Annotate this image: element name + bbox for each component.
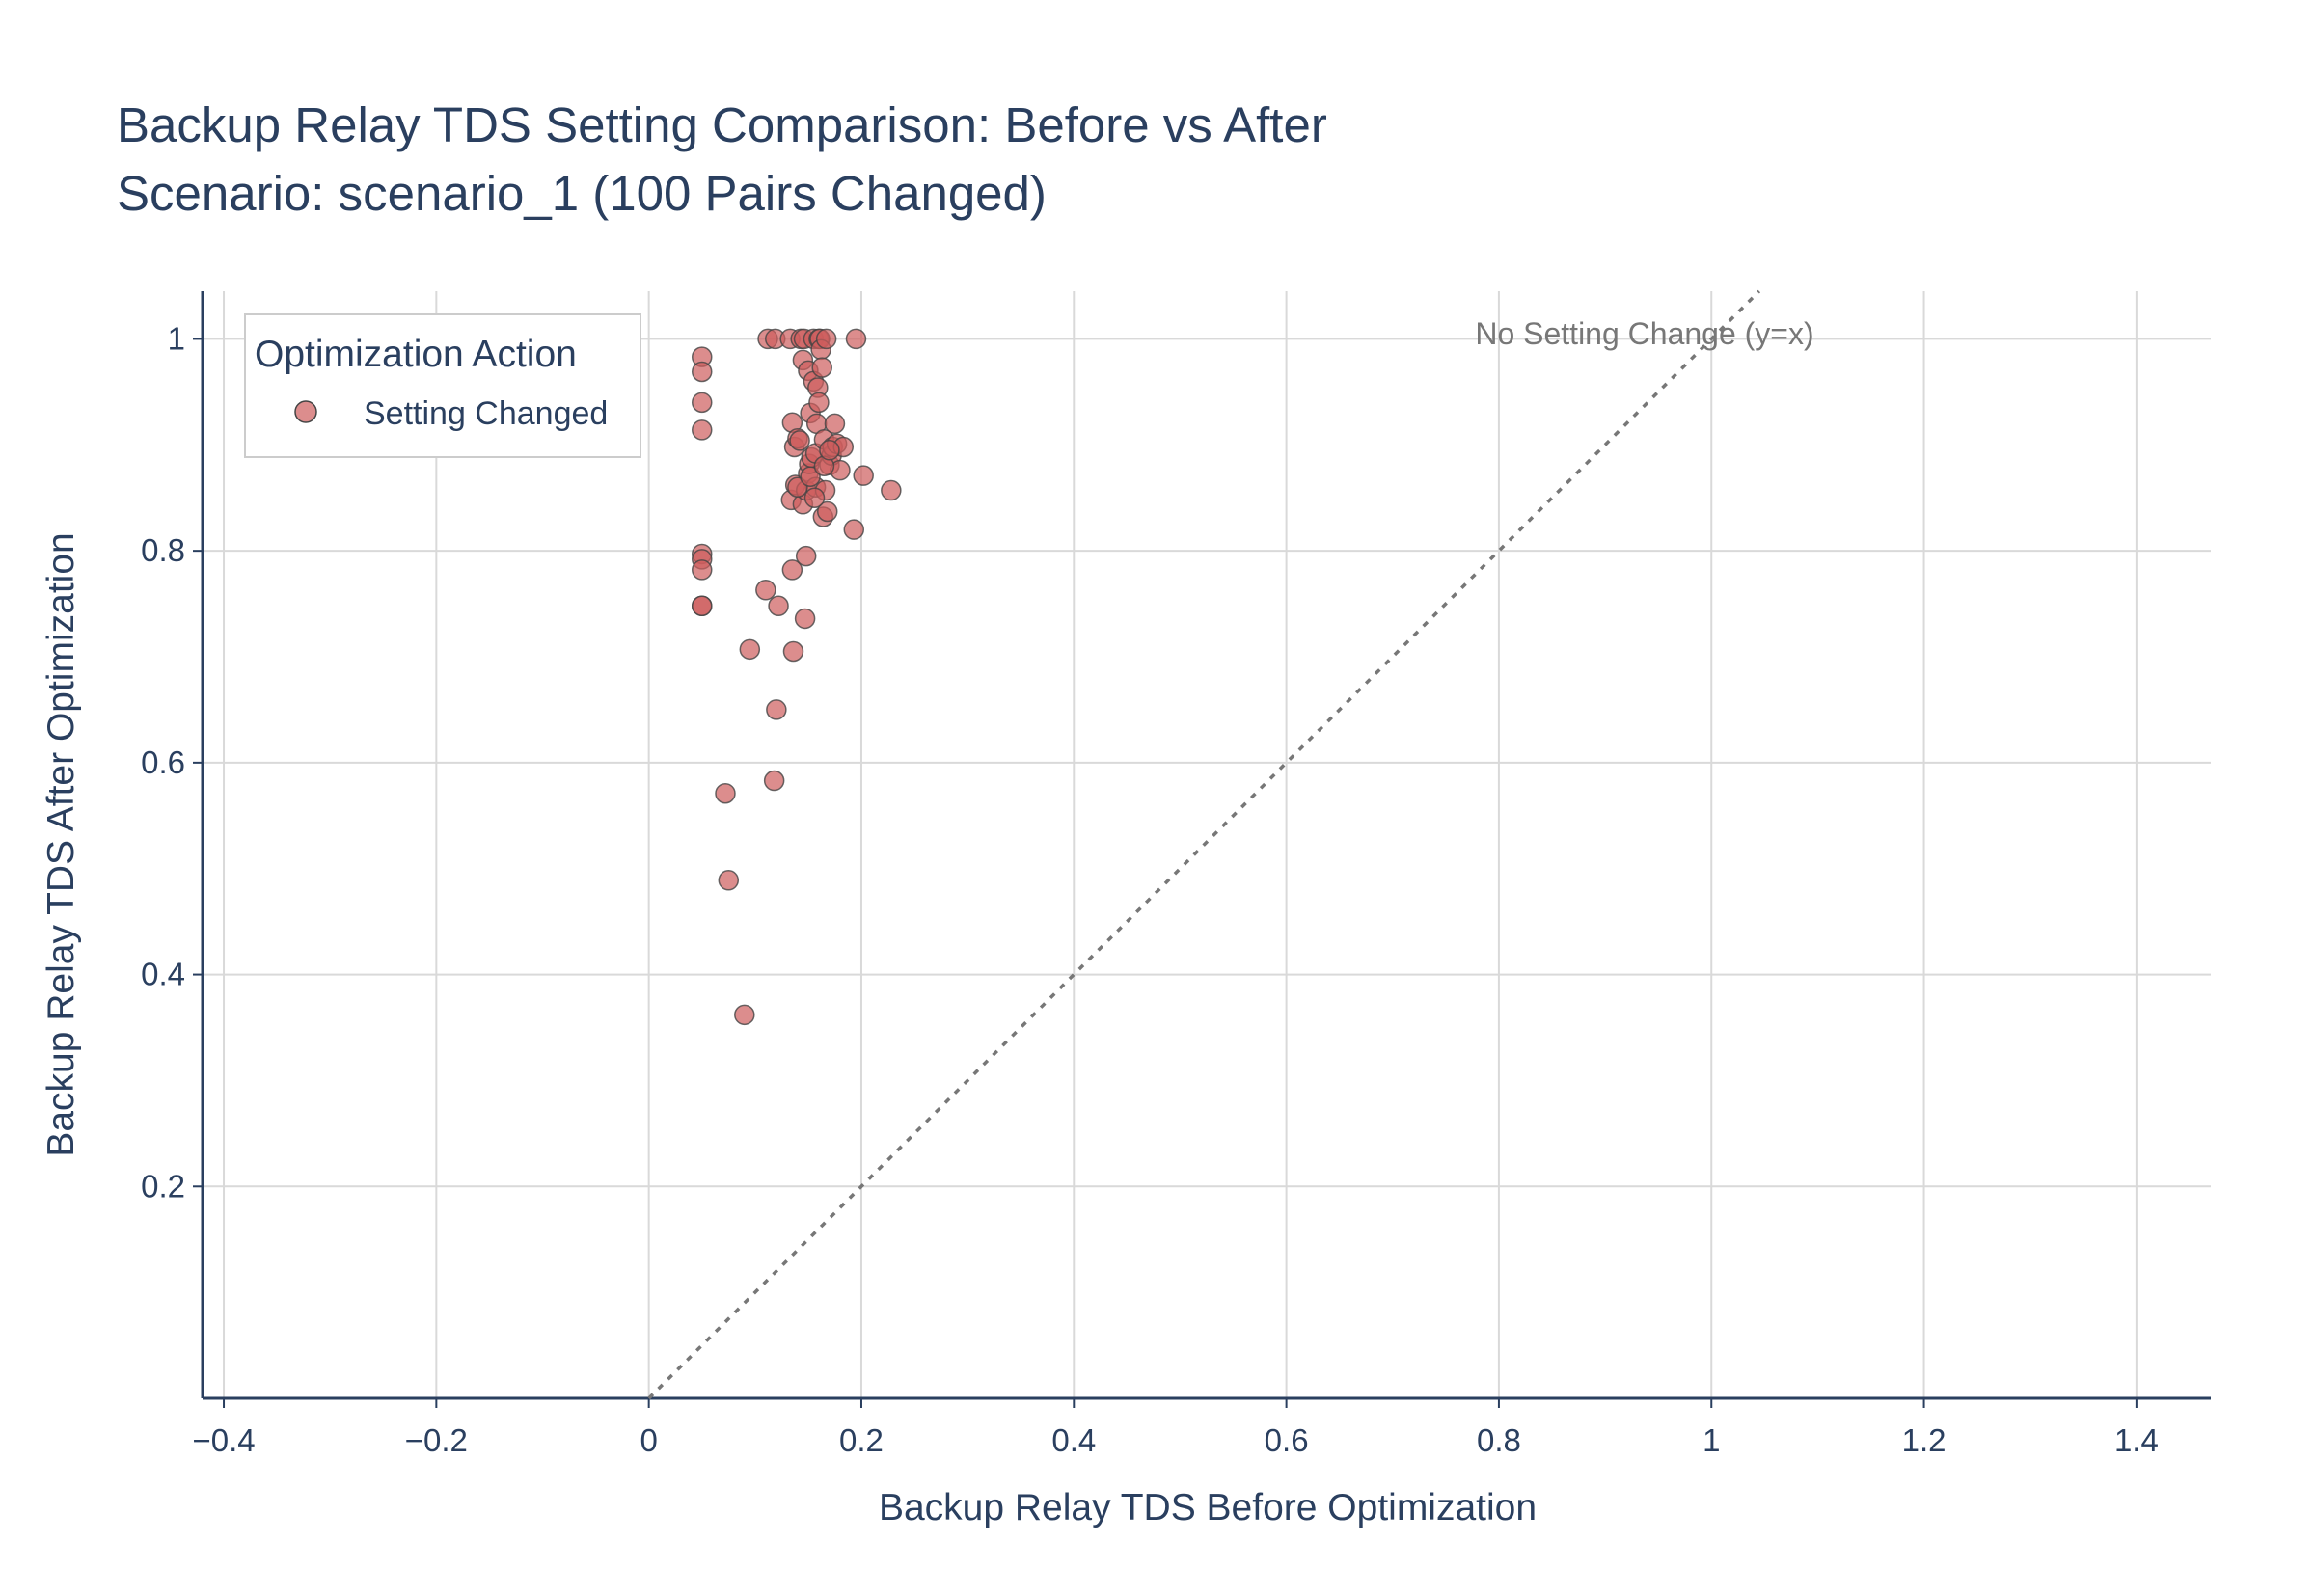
- data-point: [718, 870, 740, 891]
- data-point: [691, 559, 713, 581]
- data-point: [819, 440, 840, 461]
- data-point: [768, 595, 789, 617]
- reference-line-label: No Setting Change (y=x): [1475, 316, 1813, 351]
- data-point: [843, 519, 865, 540]
- x-tick-label: 0.4: [1051, 1422, 1096, 1458]
- legend: Optimization Action Setting Changed: [244, 313, 641, 458]
- x-tick-label: 1.4: [2114, 1422, 2159, 1458]
- reference-line: [647, 289, 1761, 1400]
- x-tick-label: 0.8: [1477, 1422, 1521, 1458]
- legend-marker-setting-changed: [294, 400, 317, 423]
- data-point: [811, 357, 832, 378]
- y-tick-label: 1: [168, 320, 185, 356]
- y-axis-label: Backup Relay TDS After Optimization: [41, 532, 82, 1156]
- grid-lines: [203, 291, 2211, 1398]
- data-point: [816, 500, 838, 523]
- x-tick-label: 0.2: [839, 1422, 884, 1458]
- data-points: [691, 328, 902, 1026]
- data-point: [789, 430, 810, 451]
- data-point: [691, 361, 713, 383]
- x-axis-label: Backup Relay TDS Before Optimization: [879, 1487, 1537, 1528]
- data-point: [763, 770, 785, 792]
- data-point: [853, 465, 874, 486]
- legend-item-setting-changed: Setting Changed: [364, 395, 608, 432]
- x-tick-label: 0: [640, 1422, 657, 1458]
- data-point: [734, 1004, 755, 1026]
- data-point: [824, 413, 846, 435]
- chart-title-line2: Scenario: scenario_1 (100 Pairs Changed): [117, 166, 1047, 221]
- data-point: [803, 487, 826, 508]
- data-point: [794, 608, 816, 630]
- data-point: [845, 328, 867, 350]
- data-point: [800, 466, 821, 487]
- data-point: [739, 638, 761, 661]
- data-point: [808, 392, 830, 414]
- data-point: [691, 419, 713, 441]
- x-tick-label: 1: [1702, 1422, 1720, 1458]
- chart-title-line1: Backup Relay TDS Setting Comparison: Bef…: [117, 97, 1327, 152]
- data-point: [815, 328, 837, 350]
- y-tick-label: 0.8: [141, 532, 185, 568]
- reference-line-group: [647, 289, 1761, 1400]
- data-point: [795, 545, 817, 567]
- data-point: [881, 479, 902, 501]
- x-tick-label: −0.4: [192, 1422, 255, 1458]
- legend-box: [244, 313, 641, 458]
- data-point: [715, 782, 736, 804]
- x-tick-label: −0.2: [405, 1422, 468, 1458]
- data-point: [781, 559, 803, 581]
- data-point: [782, 640, 804, 663]
- data-point: [691, 392, 713, 414]
- x-tick-label: 0.6: [1265, 1422, 1309, 1458]
- legend-title: Optimization Action: [255, 334, 577, 375]
- y-tick-label: 0.4: [141, 957, 185, 992]
- data-point: [691, 595, 713, 617]
- data-point: [766, 699, 787, 720]
- y-tick-label: 0.2: [141, 1168, 185, 1204]
- y-tick-label: 0.6: [141, 744, 185, 780]
- x-tick-label: 1.2: [1902, 1422, 1947, 1458]
- axis-ticks: −0.4 −0.2 0 0.2 0.4 0.6 0.8 1 1.2 1.4 0.2 0.4 0.6 0.8…: [141, 320, 2159, 1458]
- data-point: [755, 580, 776, 601]
